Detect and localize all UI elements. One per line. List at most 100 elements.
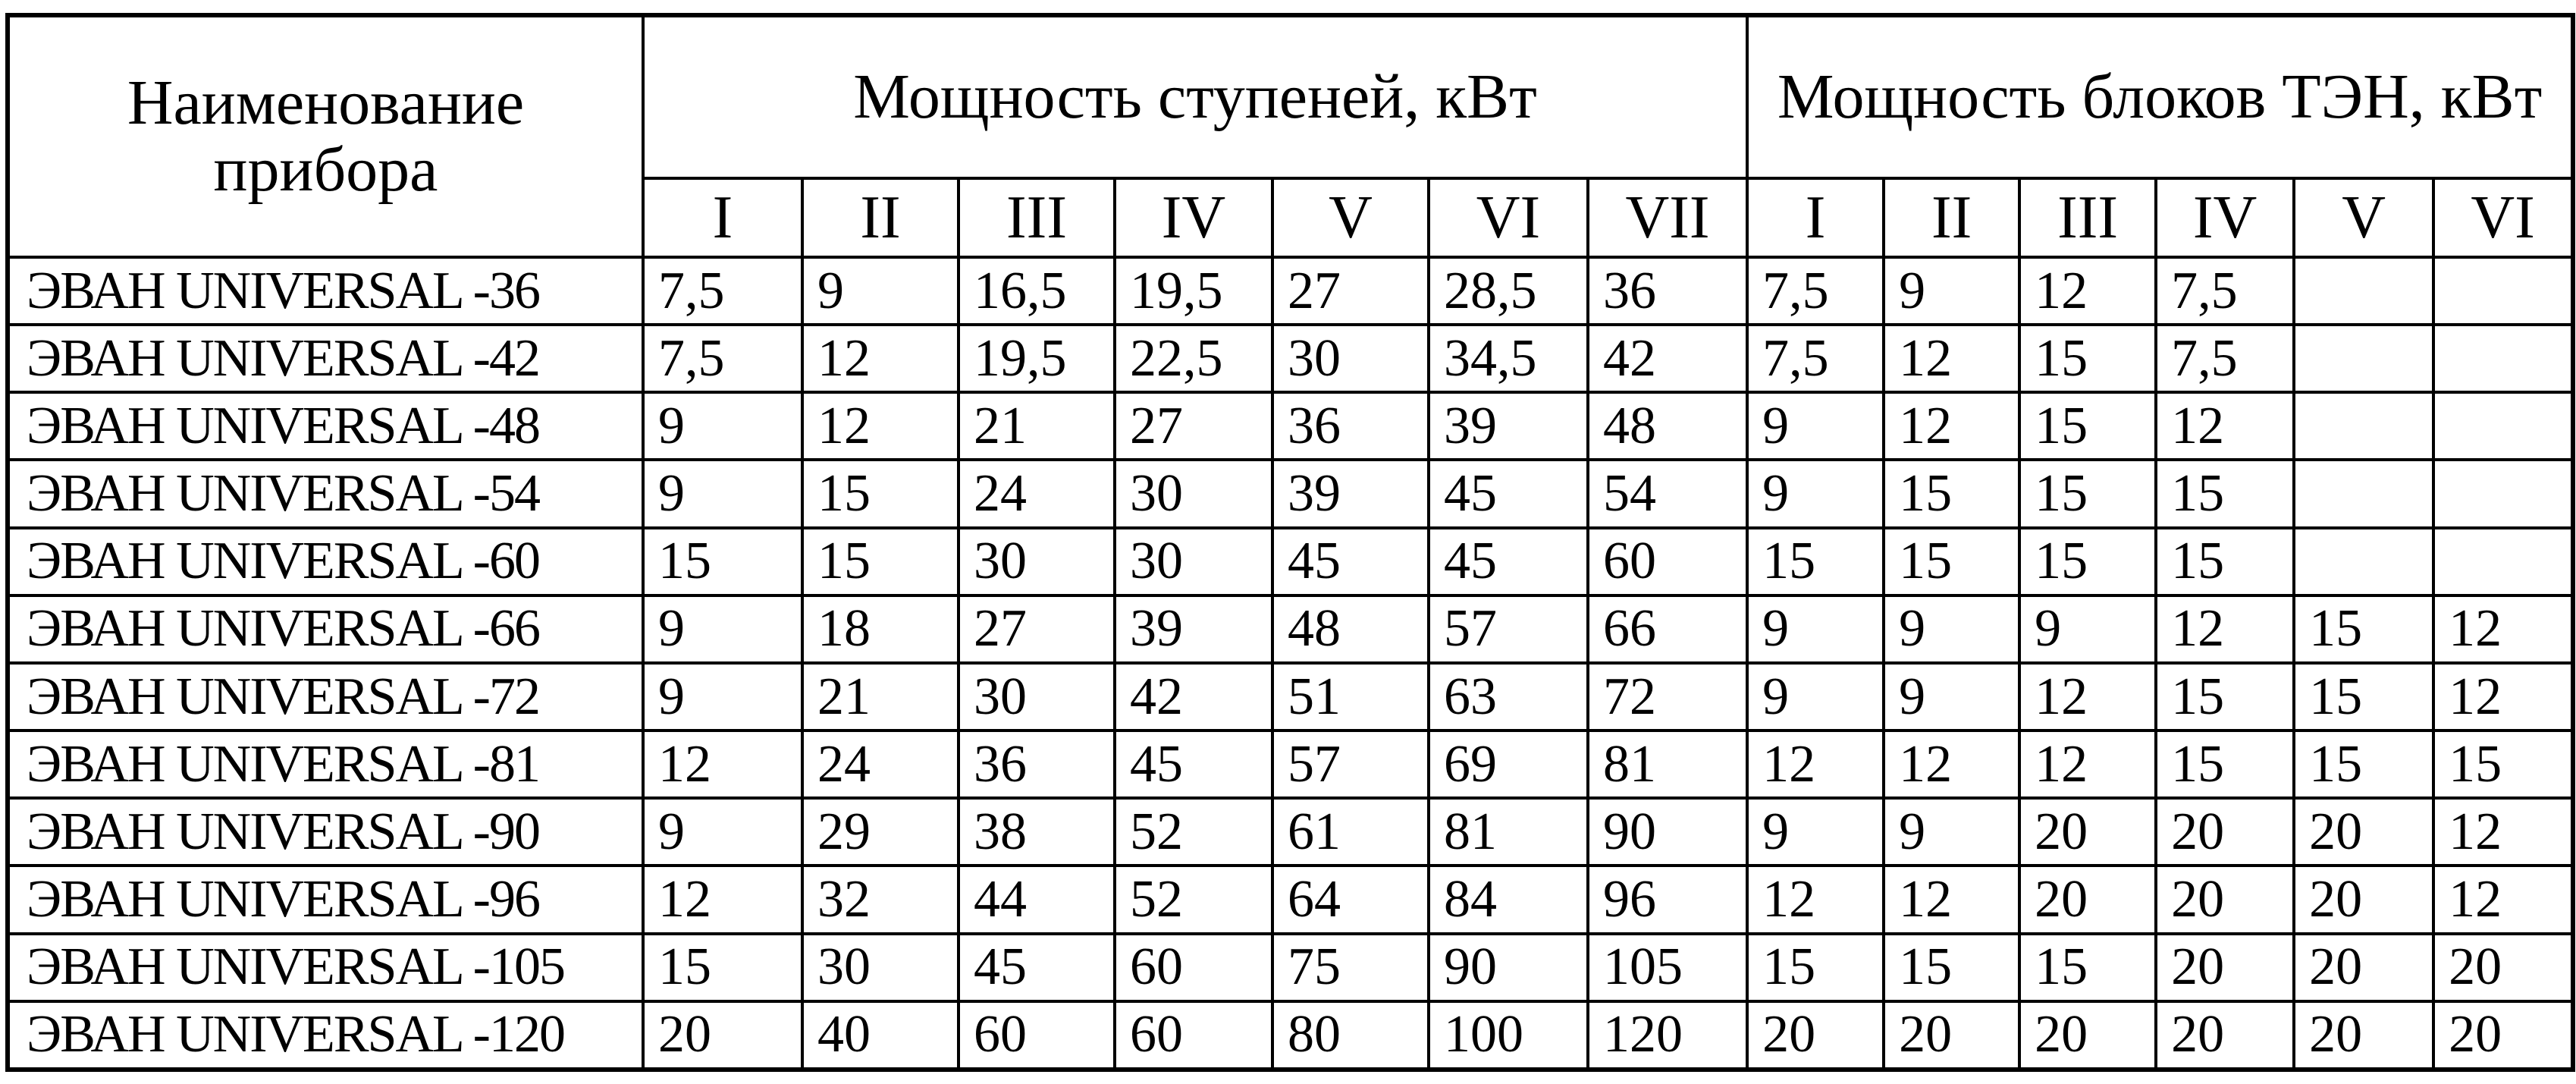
header-block-2: II: [1882, 177, 2022, 259]
block-power-cell: 12: [1882, 323, 2022, 394]
stage-power-cell: 9: [642, 458, 804, 529]
block-power-cell: 12: [2432, 864, 2575, 935]
stage-power-cell: 96: [1586, 864, 1749, 935]
stage-power-cell: 30: [957, 661, 1116, 733]
model-cell: ЭВАН UNIVERSAL -72: [6, 661, 645, 733]
model-cell: ЭВАН UNIVERSAL -66: [6, 593, 645, 665]
header-stage-1: I: [642, 177, 804, 259]
table-row: ЭВАН UNIVERSAL -54 9 15 24 30 39 45 54 9 15 15 15: [6, 458, 2575, 529]
stage-power-cell: 52: [1113, 797, 1274, 868]
header-block-power: Мощность блоков ТЭН, кВт: [1746, 14, 2575, 180]
stage-power-cell: 45: [1113, 729, 1274, 800]
stage-power-cell: 18: [801, 593, 960, 665]
stage-power-cell: 15: [801, 458, 960, 529]
model-cell: ЭВАН UNIVERSAL -36: [6, 255, 645, 327]
header-block-5: V: [2292, 177, 2436, 259]
block-power-cell: 15: [2292, 729, 2436, 800]
model-cell: ЭВАН UNIVERSAL -48: [6, 391, 645, 462]
header-stage-6: VI: [1427, 177, 1589, 259]
block-power-cell: 15: [2018, 323, 2158, 394]
stage-power-cell: 66: [1586, 593, 1749, 665]
table-row: ЭВАН UNIVERSAL -105 15 30 45 60 75 90 105 15 15 15…: [6, 932, 2575, 1003]
block-power-cell: [2292, 323, 2436, 394]
stage-power-cell: 7,5: [642, 255, 804, 327]
stage-power-cell: 12: [801, 323, 960, 394]
block-power-cell: 20: [2154, 932, 2296, 1003]
block-power-cell: 15: [2154, 526, 2296, 597]
block-power-cell: 9: [1746, 593, 1886, 665]
block-power-cell: 20: [2292, 864, 2436, 935]
stage-power-cell: 22,5: [1113, 323, 1274, 394]
stage-power-cell: 30: [1113, 458, 1274, 529]
block-power-cell: 15: [2432, 729, 2575, 800]
block-power-cell: 12: [1882, 864, 2022, 935]
stage-power-cell: 80: [1271, 999, 1430, 1072]
block-power-cell: 12: [2154, 391, 2296, 462]
block-power-cell: 12: [1746, 864, 1886, 935]
stage-power-cell: 21: [801, 661, 960, 733]
header-stage-2: II: [801, 177, 960, 259]
stage-power-cell: 52: [1113, 864, 1274, 935]
block-power-cell: 15: [1882, 932, 2022, 1003]
table-row: ЭВАН UNIVERSAL -60 15 15 30 30 45 45 60 15 15 15 15: [6, 526, 2575, 597]
stage-power-cell: 40: [801, 999, 960, 1072]
table-row: ЭВАН UNIVERSAL -36 7,5 9 16,5 19,5 27 28,5 36 7,…: [6, 255, 2575, 327]
stage-power-cell: 30: [801, 932, 960, 1003]
block-power-cell: [2292, 458, 2436, 529]
stage-power-cell: 39: [1113, 593, 1274, 665]
block-power-cell: 20: [2018, 864, 2158, 935]
table-row: ЭВАН UNIVERSAL -81 12 24 36 45 57 69 81 12 12 12 15…: [6, 729, 2575, 800]
block-power-cell: [2292, 526, 2436, 597]
stage-power-cell: 19,5: [957, 323, 1116, 394]
stage-power-cell: 7,5: [642, 323, 804, 394]
block-power-cell: 9: [1746, 797, 1886, 868]
block-power-cell: 15: [2154, 729, 2296, 800]
block-power-cell: 7,5: [1746, 255, 1886, 327]
stage-power-cell: 42: [1113, 661, 1274, 733]
table-row: ЭВАН UNIVERSAL -48 9 12 21 27 36 39 48 9 12 15 12: [6, 391, 2575, 462]
block-power-cell: 15: [1882, 458, 2022, 529]
header-stage-4: IV: [1113, 177, 1274, 259]
stage-power-cell: 12: [642, 729, 804, 800]
block-power-cell: 20: [2154, 999, 2296, 1072]
stage-power-cell: 36: [1586, 255, 1749, 327]
stage-power-cell: 12: [642, 864, 804, 935]
header-stage-5: V: [1271, 177, 1430, 259]
block-power-cell: 9: [1882, 661, 2022, 733]
stage-power-cell: 34,5: [1427, 323, 1589, 394]
stage-power-cell: 45: [1427, 458, 1589, 529]
block-power-cell: 12: [2018, 729, 2158, 800]
stage-power-cell: 54: [1586, 458, 1749, 529]
block-power-cell: 12: [1882, 391, 2022, 462]
block-power-cell: 12: [2432, 593, 2575, 665]
stage-power-cell: 21: [957, 391, 1116, 462]
block-power-cell: 20: [2154, 797, 2296, 868]
header-stage-power: Мощность ступеней, кВт: [641, 14, 1749, 180]
block-power-cell: [2432, 255, 2575, 327]
stage-power-cell: 69: [1427, 729, 1589, 800]
block-power-cell: 15: [2018, 391, 2158, 462]
stage-power-cell: 30: [1271, 323, 1430, 394]
model-cell: ЭВАН UNIVERSAL -120: [6, 999, 645, 1072]
stage-power-cell: 39: [1427, 391, 1589, 462]
stage-power-cell: 30: [1113, 526, 1274, 597]
block-power-cell: 12: [2432, 797, 2575, 868]
block-power-cell: 9: [1882, 255, 2022, 327]
block-power-cell: 15: [1746, 932, 1886, 1003]
block-power-cell: 12: [1746, 729, 1886, 800]
stage-power-cell: 90: [1586, 797, 1749, 868]
stage-power-cell: 100: [1427, 999, 1589, 1072]
block-power-cell: 20: [2292, 999, 2436, 1072]
stage-power-cell: 57: [1271, 729, 1430, 800]
stage-power-cell: 81: [1586, 729, 1749, 800]
block-power-cell: 9: [1746, 391, 1886, 462]
stage-power-cell: 32: [801, 864, 960, 935]
stage-power-cell: 39: [1271, 458, 1430, 529]
block-power-cell: 20: [1746, 999, 1886, 1072]
block-power-cell: [2432, 458, 2575, 529]
stage-power-cell: 38: [957, 797, 1116, 868]
stage-power-cell: 63: [1427, 661, 1589, 733]
block-power-cell: 15: [2292, 661, 2436, 733]
header-block-6: VI: [2432, 177, 2575, 259]
block-power-cell: 20: [2432, 932, 2575, 1003]
